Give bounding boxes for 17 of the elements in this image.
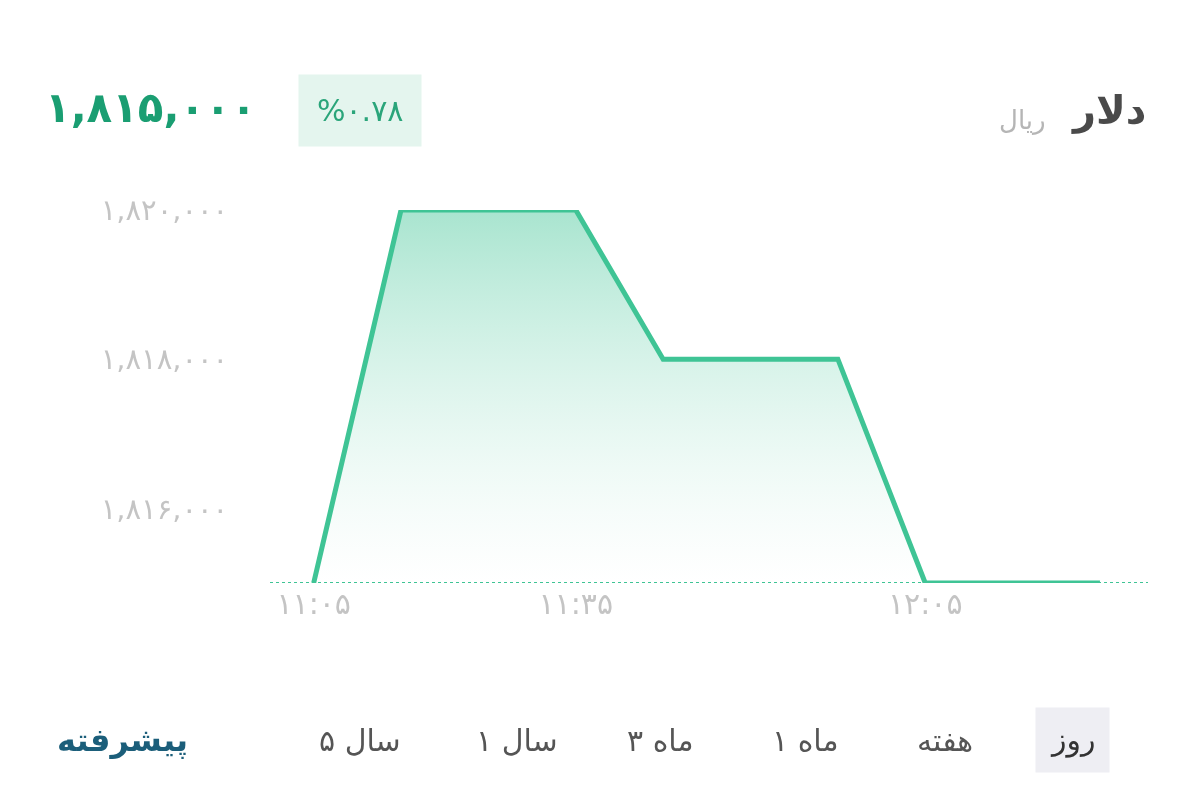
- chart-subtitle: ریال: [999, 105, 1046, 135]
- text: ۳ ماه: [627, 723, 694, 758]
- text: ۱ ماه: [772, 723, 839, 758]
- text: هفته: [917, 723, 974, 758]
- text: ۱,۸۱۵,۰۰۰: [45, 83, 257, 132]
- x-tick-label: ۱۲:۰۵: [887, 586, 963, 621]
- chart-title: دلار: [1071, 87, 1147, 134]
- text: پیشرفته: [57, 721, 188, 759]
- text: ۱ سال: [476, 723, 558, 758]
- y-tick-label: ۱,۸۱۸,۰۰۰: [100, 342, 229, 377]
- text: ۵ سال: [319, 723, 401, 758]
- x-tick-label: ۱۱:۳۵: [538, 586, 614, 621]
- x-tick-label: ۱۱:۰۵: [276, 586, 351, 621]
- text: %۰.۷۸: [317, 93, 404, 128]
- y-tick-label: ۱,۸۲۰,۰۰۰: [100, 193, 229, 228]
- y-tick-label: ۱,۸۱۶,۰۰۰: [100, 491, 229, 526]
- text: روز: [1050, 722, 1096, 758]
